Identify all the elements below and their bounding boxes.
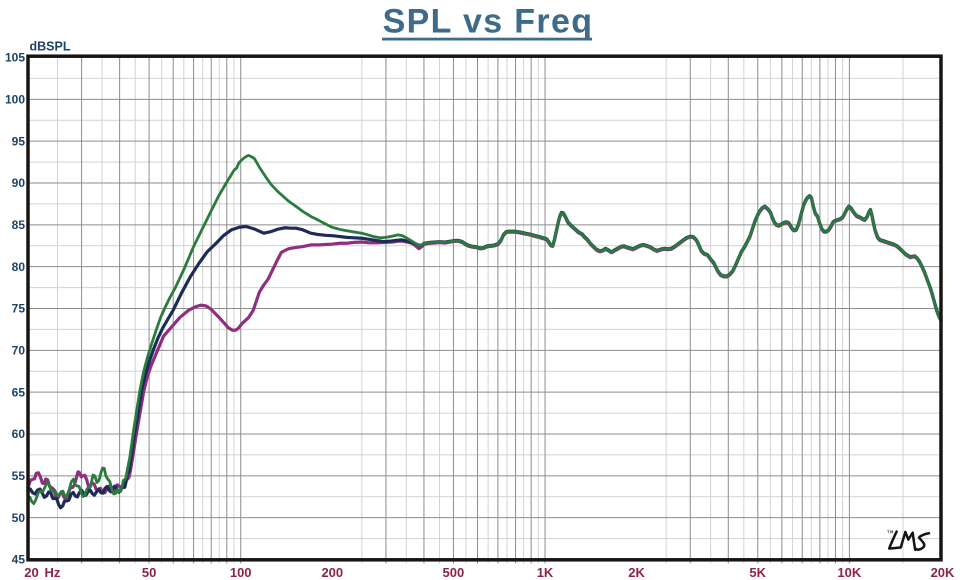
svg-text:45: 45 <box>12 553 26 567</box>
svg-text:75: 75 <box>12 302 26 316</box>
svg-text:50: 50 <box>12 511 26 525</box>
svg-text:dBSPL: dBSPL <box>30 40 71 54</box>
svg-text:85: 85 <box>12 218 26 232</box>
svg-text:105: 105 <box>5 51 25 65</box>
svg-text:5K: 5K <box>749 565 766 580</box>
svg-text:65: 65 <box>12 385 26 399</box>
svg-text:60: 60 <box>12 427 26 441</box>
svg-text:90: 90 <box>12 176 26 190</box>
svg-text:200: 200 <box>321 565 343 580</box>
svg-text:95: 95 <box>12 134 26 148</box>
svg-text:Hz: Hz <box>45 565 61 580</box>
svg-text:10K: 10K <box>837 565 861 580</box>
svg-text:50: 50 <box>142 565 156 580</box>
svg-text:20K: 20K <box>931 565 955 580</box>
svg-text:100: 100 <box>230 565 252 580</box>
svg-text:100: 100 <box>5 93 25 107</box>
svg-text:2K: 2K <box>628 565 645 580</box>
svg-text:20: 20 <box>24 565 38 580</box>
svg-text:500: 500 <box>443 565 465 580</box>
svg-text:1K: 1K <box>537 565 554 580</box>
svg-text:SPL vs Freq: SPL vs Freq <box>383 2 594 40</box>
svg-text:70: 70 <box>12 344 26 358</box>
svg-text:55: 55 <box>12 469 26 483</box>
svg-text:80: 80 <box>12 260 26 274</box>
